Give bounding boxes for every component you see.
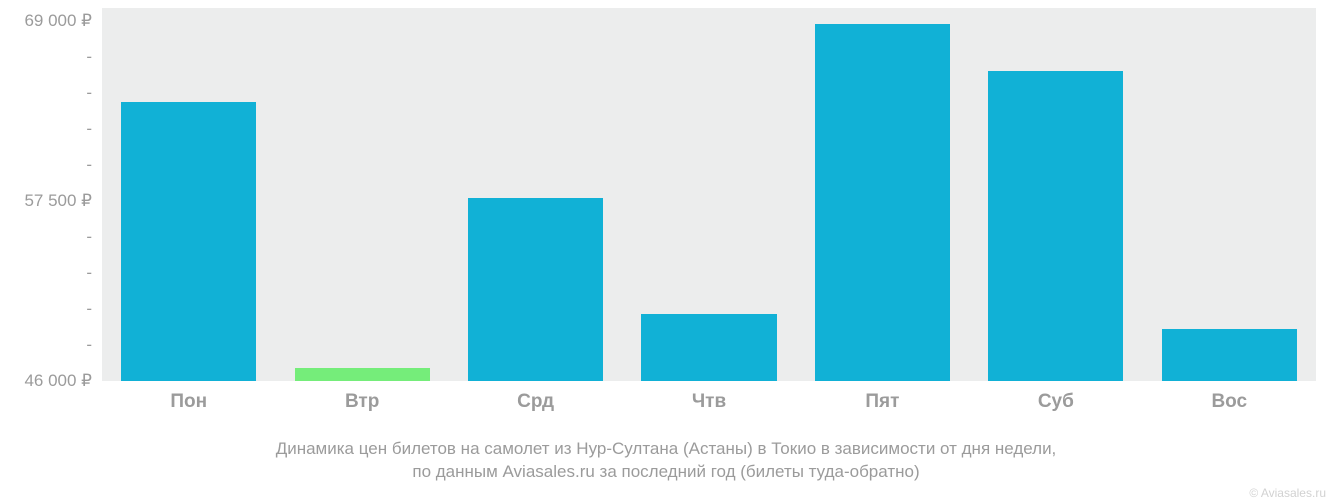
- bar: [1162, 329, 1297, 381]
- y-axis: 69 000 ₽57 500 ₽46 000 ₽--------: [0, 8, 102, 381]
- plot-area: [102, 8, 1316, 381]
- watermark: © Aviasales.ru: [1249, 486, 1326, 500]
- chart-caption: Динамика цен билетов на самолет из Нур-С…: [0, 438, 1332, 484]
- bar: [641, 314, 776, 381]
- y-minor-tick: -: [86, 227, 92, 247]
- y-minor-tick: -: [86, 47, 92, 67]
- caption-line-1: Динамика цен билетов на самолет из Нур-С…: [0, 438, 1332, 461]
- y-minor-tick: -: [86, 335, 92, 355]
- x-axis: Пон Втр Срд Чтв Пят Суб Вос: [102, 381, 1316, 421]
- y-minor-tick: -: [86, 299, 92, 319]
- y-minor-tick: -: [86, 119, 92, 139]
- caption-line-2: по данным Aviasales.ru за последний год …: [0, 461, 1332, 484]
- x-label: Вос: [1211, 391, 1247, 413]
- x-label: Пон: [170, 391, 207, 413]
- bar: [468, 198, 603, 381]
- y-tick-label: 46 000 ₽: [24, 371, 92, 391]
- y-tick-label: 69 000 ₽: [24, 11, 92, 31]
- x-label: Чтв: [692, 391, 726, 413]
- bar: [121, 102, 256, 381]
- y-tick-label: 57 500 ₽: [24, 191, 92, 211]
- price-by-weekday-chart: 69 000 ₽ 57 500 ₽ 46 000 ₽ - - - - - - - - Пон Втр С…: [0, 0, 1332, 502]
- bar: [988, 71, 1123, 381]
- y-minor-tick: -: [86, 155, 92, 175]
- bar: [295, 368, 430, 381]
- y-minor-tick: -: [86, 263, 92, 283]
- x-label: Пят: [865, 391, 899, 413]
- x-label: Срд: [517, 391, 554, 413]
- x-label: Суб: [1038, 391, 1074, 413]
- bar: [815, 24, 950, 381]
- x-label: Втр: [345, 391, 379, 413]
- y-minor-tick: -: [86, 83, 92, 103]
